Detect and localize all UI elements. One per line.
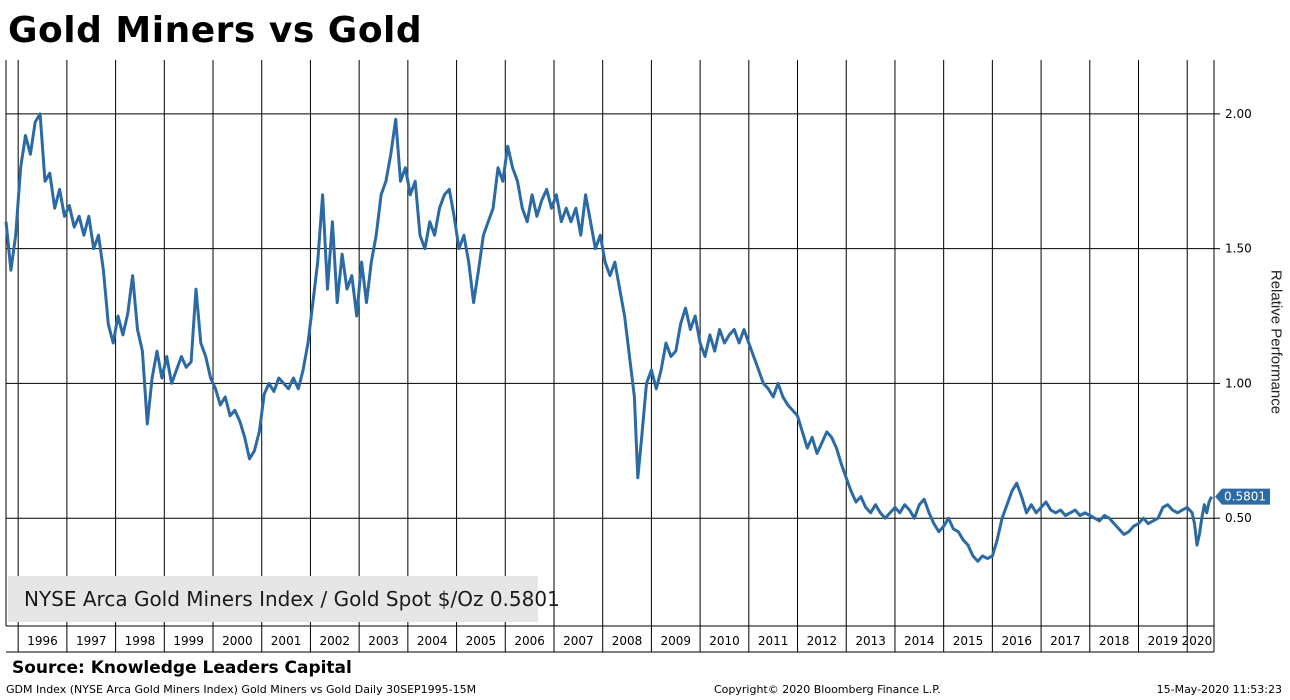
last-value-label: 0.5801: [1224, 490, 1266, 504]
legend: NYSE Arca Gold Miners Index / Gold Spot …: [8, 576, 560, 622]
x-tick-label: 2010: [709, 634, 740, 648]
x-tick-label: 2018: [1099, 634, 1130, 648]
x-tick-label: 2007: [563, 634, 594, 648]
x-tick-label: 1996: [27, 634, 58, 648]
x-tick-label: 2000: [222, 634, 253, 648]
plot-area: [5, 60, 1215, 653]
x-tick-label: 1997: [76, 634, 107, 648]
last-value-badge: [1215, 488, 1270, 505]
y-tick-label: 2.00: [1225, 107, 1252, 121]
x-tick-label: 2005: [466, 634, 497, 648]
x-tick-label: 2015: [953, 634, 984, 648]
x-tick-label: 1998: [125, 634, 156, 648]
x-tick-label: 2001: [271, 634, 302, 648]
x-gridlines: [17, 60, 1188, 652]
y-tick-label: 1.00: [1225, 376, 1252, 390]
series-line: [4, 112, 1213, 563]
x-tick-label: 2003: [368, 634, 399, 648]
last-value-marker: 0.5801: [1215, 488, 1270, 505]
source-note: Source: Knowledge Leaders Capital: [12, 658, 352, 678]
x-tick-label: 1999: [173, 634, 204, 648]
x-tick-label: 2011: [758, 634, 789, 648]
x-tick-label: 2009: [660, 634, 691, 648]
x-tick-label: 2002: [320, 634, 351, 648]
x-tick-label: 2008: [612, 634, 643, 648]
x-tick-label: 2014: [904, 634, 935, 648]
page-title: Gold Miners vs Gold: [8, 10, 423, 51]
y-gridlines: [6, 113, 1214, 519]
footer-description: GDM Index (NYSE Arca Gold Miners Index) …: [6, 683, 477, 696]
x-tick-label: 2017: [1050, 634, 1081, 648]
x-axis-ticks: 1996 1997 1998 1999 2000 2001 2002 2003 2004 2005…: [27, 634, 1212, 648]
x-tick-label: 2004: [417, 634, 448, 648]
y-axis-label: Relative Performance: [1267, 269, 1285, 415]
series-layer: [4, 112, 1213, 563]
y-axis-ticks: 2.00 1.50 1.00 0.50: [1214, 107, 1252, 525]
footer-copyright: Copyright© 2020 Bloomberg Finance L.P.: [714, 683, 941, 696]
y-tick-label: 0.50: [1225, 511, 1252, 525]
legend-label: NYSE Arca Gold Miners Index / Gold Spot …: [24, 587, 560, 611]
x-tick-label: 2016: [1001, 634, 1032, 648]
footer-timestamp: 15-May-2020 11:53:23: [1156, 683, 1282, 696]
y-tick-label: 1.50: [1225, 242, 1252, 256]
x-tick-label: 2019: [1148, 634, 1179, 648]
x-tick-label: 2020: [1182, 634, 1213, 648]
x-tick-label: 2012: [807, 634, 838, 648]
x-tick-label: 2013: [855, 634, 886, 648]
x-tick-label: 2006: [514, 634, 545, 648]
